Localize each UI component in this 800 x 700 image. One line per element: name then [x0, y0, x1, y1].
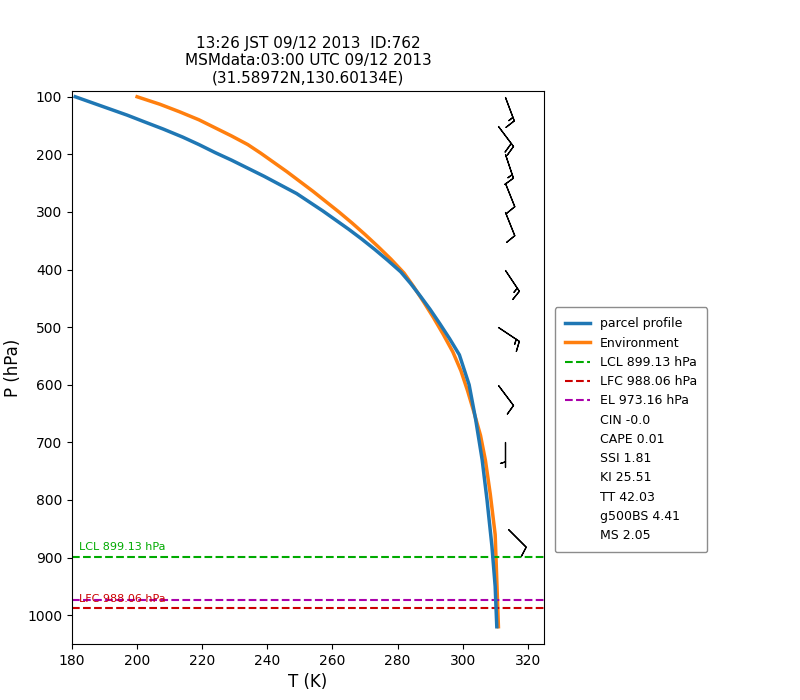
- parcel profile: [194, 141, 204, 149]
- parcel profile: [139, 118, 149, 126]
- parcel profile: [344, 225, 354, 234]
- parcel profile: [292, 189, 302, 197]
- Environment: [132, 92, 142, 101]
- Y-axis label: P (hPa): P (hPa): [3, 338, 22, 397]
- Environment: [155, 100, 165, 108]
- parcel profile: [275, 181, 285, 189]
- Environment: [490, 531, 500, 539]
- parcel profile: [482, 496, 492, 504]
- parcel profile: [370, 245, 379, 253]
- X-axis label: T (K): T (K): [288, 673, 328, 692]
- parcel profile: [259, 172, 269, 181]
- Environment: [438, 330, 448, 338]
- parcel profile: [406, 279, 415, 288]
- parcel profile: [70, 92, 80, 101]
- Environment: [243, 141, 253, 149]
- Environment: [386, 255, 396, 263]
- Environment: [481, 456, 490, 464]
- parcel profile: [454, 351, 464, 359]
- Environment: [174, 108, 184, 116]
- parcel profile: [331, 216, 341, 224]
- Environment: [409, 283, 418, 291]
- Environment: [470, 408, 479, 416]
- Environment: [269, 158, 278, 167]
- parcel profile: [357, 234, 366, 243]
- Environment: [494, 622, 503, 631]
- parcel profile: [305, 198, 314, 206]
- Environment: [448, 348, 458, 356]
- Environment: [282, 167, 292, 176]
- Environment: [334, 208, 344, 216]
- parcel profile: [318, 206, 327, 215]
- Environment: [256, 149, 266, 158]
- Environment: [226, 132, 236, 140]
- Text: LCL 899.13 hPa: LCL 899.13 hPa: [78, 542, 165, 552]
- Environment: [462, 386, 472, 395]
- Environment: [194, 116, 204, 124]
- parcel profile: [415, 292, 425, 300]
- parcel profile: [471, 415, 481, 424]
- parcel profile: [77, 95, 86, 104]
- parcel profile: [226, 156, 236, 164]
- parcel profile: [158, 125, 168, 133]
- parcel profile: [492, 622, 502, 631]
- Text: LFC 988.06 hPa: LFC 988.06 hPa: [78, 594, 165, 603]
- Environment: [295, 177, 305, 186]
- parcel profile: [178, 133, 187, 141]
- Legend: parcel profile, Environment, LCL 899.13 hPa, LFC 988.06 hPa, EL 973.16 hPa, CIN : parcel profile, Environment, LCL 899.13 …: [555, 307, 707, 552]
- parcel profile: [106, 105, 116, 113]
- parcel profile: [490, 582, 500, 591]
- parcel profile: [445, 335, 454, 343]
- Environment: [360, 230, 370, 239]
- parcel profile: [83, 97, 93, 106]
- Environment: [321, 197, 330, 206]
- parcel profile: [210, 148, 220, 157]
- Environment: [210, 124, 220, 132]
- Environment: [476, 431, 486, 440]
- parcel profile: [478, 456, 487, 464]
- parcel profile: [383, 256, 393, 265]
- Environment: [308, 187, 318, 195]
- parcel profile: [487, 542, 497, 550]
- Line: parcel profile: parcel profile: [75, 97, 497, 626]
- parcel profile: [426, 305, 435, 314]
- Line: Environment: Environment: [137, 97, 498, 626]
- parcel profile: [435, 319, 445, 328]
- Environment: [347, 218, 357, 227]
- Environment: [373, 242, 382, 251]
- parcel profile: [243, 164, 253, 172]
- Environment: [399, 269, 409, 277]
- Environment: [486, 490, 495, 498]
- Environment: [429, 313, 438, 321]
- parcel profile: [396, 267, 406, 276]
- Environment: [418, 298, 428, 306]
- Environment: [456, 367, 466, 375]
- parcel profile: [464, 381, 474, 389]
- parcel profile: [94, 101, 103, 109]
- Title: 13:26 JST 09/12 2013  ID:762
MSMdata:03:00 UTC 09/12 2013
(31.58972N,130.60134E): 13:26 JST 09/12 2013 ID:762 MSMdata:03:0…: [185, 36, 431, 85]
- parcel profile: [122, 111, 132, 120]
